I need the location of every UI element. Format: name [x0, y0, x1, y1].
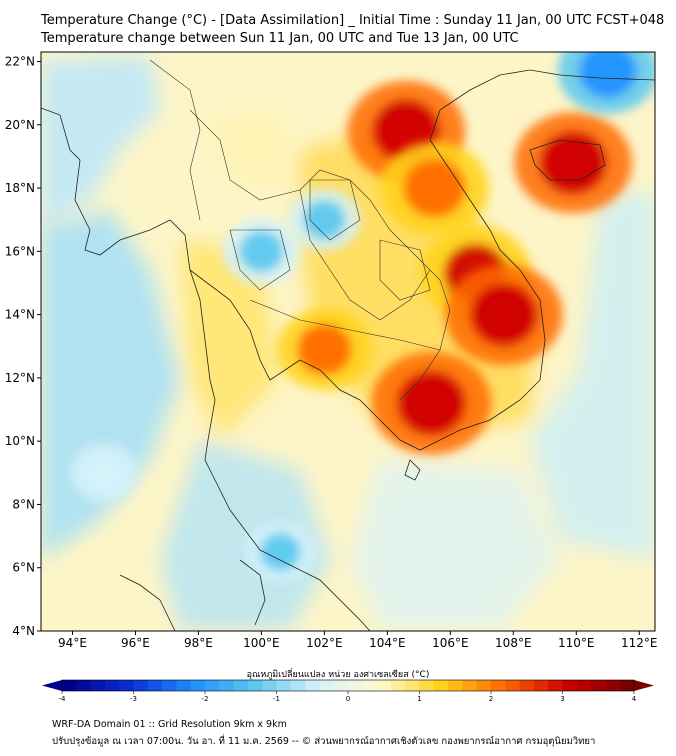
longitude-axis: 94°E 96°E 98°E 100°E 102°E 104°E 106°E 108°E 110… [58, 631, 658, 650]
colorbar-swatch [319, 680, 335, 691]
lon-tick-label: 96°E [121, 636, 150, 650]
lat-tick-label: 20°N [5, 118, 35, 132]
colorbar-tick-label: -3 [130, 695, 137, 703]
latitude-axis: 22°N 20°N 18°N 16°N 14°N 12°N 10°N 8°N 6°N 4°N [5, 54, 41, 638]
colorbar-swatch [519, 680, 535, 691]
colorbar-swatch [147, 680, 163, 691]
colorbar-tick-label: 3 [560, 695, 564, 703]
colorbar-swatch [591, 680, 606, 691]
lon-tick-label: 104°E [369, 636, 406, 650]
lon-tick-label: 108°E [495, 636, 532, 650]
colorbar-tick-label: 4 [632, 695, 637, 703]
lon-tick-label: 106°E [432, 636, 469, 650]
colorbar-swatch [505, 680, 521, 691]
colorbar-swatch [176, 680, 192, 691]
colorbar-swatch [362, 680, 378, 691]
colorbar-swatch [605, 680, 621, 691]
region-cool-7 [222, 218, 301, 285]
map-field [41, 52, 655, 631]
colorbar-swatch [376, 680, 392, 691]
colorbar-label: อุณหภูมิเปลี่ยนแปลง หน่วย องศาเซลเซียส (… [246, 670, 430, 680]
colorbar-swatch [433, 680, 449, 691]
region-warm-1 [380, 141, 489, 235]
lat-tick-label: 4°N [12, 624, 35, 638]
lat-tick-label: 16°N [5, 244, 35, 258]
colorbar-swatch [562, 680, 578, 691]
colorbar-swatch [119, 680, 134, 691]
region-warm-6 [276, 308, 372, 391]
lon-tick-label: 110°E [558, 636, 595, 650]
colorbar-swatch [448, 680, 463, 691]
lat-tick-label: 12°N [5, 371, 35, 385]
colorbar-swatch [333, 680, 349, 691]
colorbar-swatch [390, 680, 406, 691]
colorbar-swatch [548, 680, 563, 691]
chart-title: Temperature Change (°C) - [Data Assimila… [41, 13, 665, 28]
colorbar-swatch [233, 680, 249, 691]
coastlines [41, 69, 655, 631]
colorbar-swatch [247, 680, 263, 691]
colorbar-swatch [205, 680, 220, 691]
colorbar-swatch [405, 680, 420, 691]
colorbar-swatch [104, 680, 120, 691]
colorbar-swatch [62, 680, 77, 691]
colorbar-swatch [290, 680, 306, 691]
map-frame [40, 51, 656, 632]
colorbar-swatch [576, 680, 592, 691]
colorbar-tick-label: 2 [489, 695, 493, 703]
colorbar-swatch [305, 680, 320, 691]
region-cool-11 [245, 521, 316, 583]
lon-tick-label: 98°E [184, 636, 213, 650]
region-cool-8 [287, 188, 361, 251]
colorbar-tick-label: 0 [346, 695, 350, 703]
region-cool-9 [557, 52, 655, 114]
region-warm-2 [514, 112, 632, 214]
colorbar-swatch [190, 680, 206, 691]
colorbar-swatch [533, 680, 549, 691]
colorbar: -4 -3 -2 -1 0 1 2 3 4 [42, 679, 654, 703]
lat-tick-label: 10°N [5, 434, 35, 448]
colorbar-swatch [462, 680, 478, 691]
colorbar-swatch [219, 680, 235, 691]
lat-tick-label: 18°N [5, 181, 35, 195]
lon-tick-label: 94°E [58, 636, 87, 650]
lon-tick-label: 102°E [306, 636, 343, 650]
colorbar-swatch [619, 680, 635, 691]
colorbar-swatch [348, 680, 363, 691]
colorbar-swatch [491, 680, 506, 691]
colorbar-swatch [276, 680, 292, 691]
temperature-regions [69, 52, 655, 583]
region-cool-10 [69, 443, 139, 503]
colorbar-min-arrow [42, 680, 62, 691]
lat-tick-label: 14°N [5, 308, 35, 322]
colorbar-swatch [476, 680, 492, 691]
colorbar-tick-label: -1 [273, 695, 280, 703]
borders [149, 59, 451, 401]
region-warm-5 [371, 351, 492, 455]
lat-tick-label: 22°N [5, 54, 35, 68]
colorbar-swatch [133, 680, 149, 691]
lat-tick-label: 6°N [12, 561, 35, 575]
colorbar-swatch [162, 680, 177, 691]
colorbar-swatch [419, 680, 435, 691]
colorbar-max-arrow [634, 680, 654, 691]
colorbar-tick-label: 1 [417, 695, 421, 703]
colorbar-tick-label: -2 [202, 695, 209, 703]
footer-model-info: WRF-DA Domain 01 :: Grid Resolution 9km … [52, 719, 287, 730]
colorbar-tick-label: -4 [59, 695, 67, 703]
footer-update-info: ปรับปรุงข้อมูล ณ เวลา 07:00น. วัน อา. ที… [52, 736, 596, 747]
region-warm-4 [445, 264, 563, 366]
lon-tick-label: 112°E [621, 636, 658, 650]
lat-tick-label: 8°N [12, 497, 35, 511]
lon-tick-label: 100°E [243, 636, 280, 650]
chart-subtitle: Temperature change between Sun 11 Jan, 0… [41, 31, 519, 46]
colorbar-swatch [76, 680, 92, 691]
colorbar-swatch [262, 680, 277, 691]
colorbar-swatch [90, 680, 106, 691]
